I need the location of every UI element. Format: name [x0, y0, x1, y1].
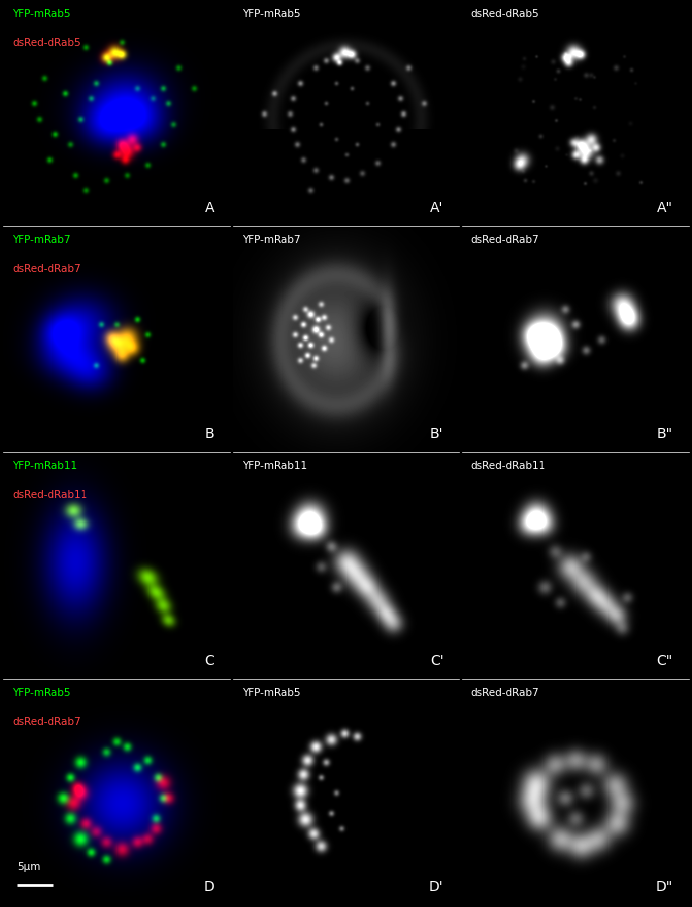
Text: dsRed-dRab11: dsRed-dRab11 — [12, 491, 88, 501]
Text: A": A" — [657, 200, 673, 215]
Text: B: B — [205, 427, 215, 441]
Text: YFP-mRab11: YFP-mRab11 — [12, 462, 78, 472]
Text: YFP-mRab7: YFP-mRab7 — [12, 235, 71, 245]
Text: D': D' — [429, 880, 444, 894]
Text: D": D" — [655, 880, 673, 894]
Text: dsRed-dRab5: dsRed-dRab5 — [12, 38, 81, 48]
Text: C': C' — [430, 654, 444, 668]
Text: dsRed-dRab7: dsRed-dRab7 — [12, 717, 81, 727]
Text: dsRed-dRab7: dsRed-dRab7 — [471, 235, 539, 245]
Text: YFP-mRab5: YFP-mRab5 — [12, 688, 71, 697]
Text: YFP-mRab5: YFP-mRab5 — [12, 8, 71, 18]
Text: dsRed-dRab7: dsRed-dRab7 — [12, 264, 81, 274]
Text: B": B" — [657, 427, 673, 441]
Text: B': B' — [430, 427, 444, 441]
Text: YFP-mRab5: YFP-mRab5 — [242, 688, 300, 697]
Text: C": C" — [657, 654, 673, 668]
Text: dsRed-dRab5: dsRed-dRab5 — [471, 8, 539, 18]
Text: 5μm: 5μm — [17, 862, 40, 872]
Text: dsRed-dRab11: dsRed-dRab11 — [471, 462, 546, 472]
Text: YFP-mRab7: YFP-mRab7 — [242, 235, 300, 245]
Text: D: D — [203, 880, 215, 894]
Text: dsRed-dRab7: dsRed-dRab7 — [471, 688, 539, 697]
Text: YFP-mRab5: YFP-mRab5 — [242, 8, 300, 18]
Text: C: C — [205, 654, 215, 668]
Text: YFP-mRab11: YFP-mRab11 — [242, 462, 307, 472]
Text: A': A' — [430, 200, 444, 215]
Text: A: A — [205, 200, 215, 215]
